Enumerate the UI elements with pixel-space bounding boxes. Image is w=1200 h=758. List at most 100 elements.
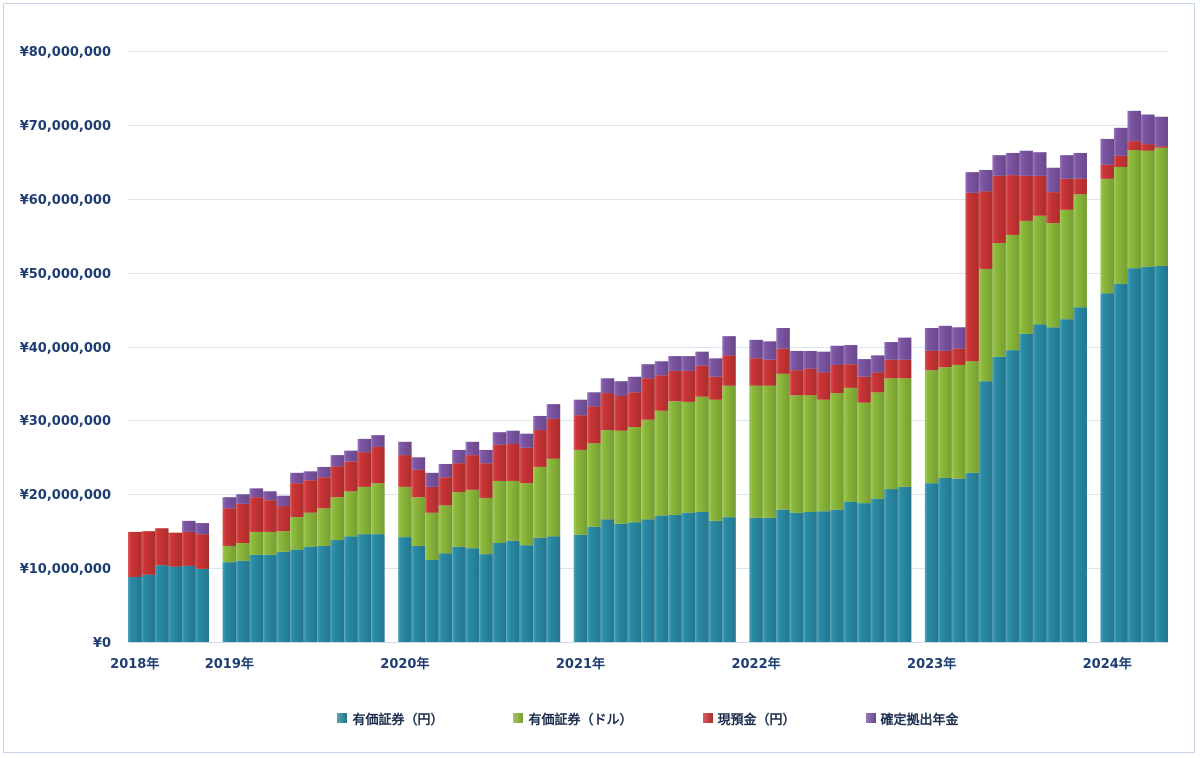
bar-segment-yen-cash	[587, 406, 601, 444]
bar-stack	[155, 528, 169, 642]
bar-segment-yen-cash	[371, 446, 385, 484]
bar-segment-dc-pension	[425, 472, 439, 487]
bar-segment-usd-securities	[1005, 234, 1020, 351]
y-axis: ¥0 ¥10,000,000 ¥20,000,000 ¥30,000,000 ¥40,0…	[20, 45, 111, 651]
bar-segment-yen-securities	[614, 523, 628, 642]
bar-segment-yen-cash	[479, 463, 493, 498]
bar-segment-yen-cash	[195, 534, 210, 569]
bar-segment-dc-pension	[938, 325, 952, 351]
x-tick-label: 2018年	[110, 656, 159, 672]
bar-segment-yen-cash	[128, 531, 142, 577]
y-tick-label: ¥50,000,000	[20, 267, 111, 282]
y-tick-label: ¥80,000,000	[20, 45, 111, 60]
bar-stack	[303, 471, 318, 642]
bar-segment-usd-securities	[830, 393, 844, 510]
bar-segment-usd-securities	[344, 491, 358, 537]
bar-stack	[141, 531, 156, 642]
bar-segment-dc-pension	[641, 364, 655, 379]
bar-segment-dc-pension	[789, 350, 804, 371]
bar-segment-yen-securities	[1100, 293, 1114, 642]
bar-segment-yen-cash	[222, 508, 237, 546]
bar-segment-dc-pension	[1127, 110, 1141, 142]
bar-segment-usd-securities	[1032, 215, 1047, 325]
bar-segment-usd-securities	[506, 480, 520, 541]
bar-segment-dc-pension	[1154, 116, 1168, 147]
bar-segment-dc-pension	[924, 328, 939, 351]
bar-segment-yen-cash	[330, 466, 345, 498]
bar-segment-yen-cash	[830, 364, 844, 394]
bar-segment-yen-securities	[357, 534, 372, 642]
bar-stack	[411, 457, 426, 642]
bar-segment-dc-pension	[1019, 150, 1033, 176]
bar-stack	[492, 432, 507, 642]
bar-segment-dc-pension	[776, 328, 790, 349]
bar-stack	[668, 356, 682, 642]
bar-stack	[425, 472, 439, 642]
bar-segment-dc-pension	[506, 430, 520, 445]
bar-segment-usd-securities	[843, 387, 858, 502]
bar-segment-usd-securities	[654, 410, 669, 516]
bar-segment-yen-cash	[722, 355, 736, 386]
bar-segment-usd-securities	[371, 483, 385, 535]
bar-segment-dc-pension	[627, 376, 642, 393]
bar-segment-yen-cash	[789, 370, 804, 396]
bar-segment-yen-cash	[884, 359, 898, 379]
bar-segment-yen-cash	[1019, 175, 1033, 221]
bar-segment-usd-securities	[803, 395, 817, 512]
legend-item-yen-securities: 有価証券（円）	[337, 709, 443, 728]
bar-segment-dc-pension	[614, 381, 628, 396]
bar-segment-usd-securities	[668, 401, 682, 515]
bar-segment-yen-cash	[749, 358, 763, 386]
bar-segment-yen-securities	[924, 483, 939, 642]
bar-segment-yen-cash	[924, 350, 939, 371]
bar-stack	[884, 342, 898, 642]
bar-segment-yen-cash	[492, 444, 507, 481]
bar-stack	[344, 450, 358, 642]
bar-segment-yen-securities	[263, 554, 277, 642]
bar-stack	[1019, 150, 1033, 642]
bar-segment-dc-pension	[870, 355, 885, 373]
legend-item-yen-cash: 現預金（円）	[702, 709, 796, 728]
bar-stack	[195, 523, 210, 642]
y-tick-label: ¥20,000,000	[20, 488, 111, 503]
bar-segment-usd-securities	[249, 531, 264, 555]
bar-segment-yen-securities	[951, 478, 966, 642]
bar-segment-yen-securities	[168, 566, 183, 642]
bar-stack	[1005, 152, 1020, 642]
bar-stack	[533, 415, 547, 642]
bar-stack	[938, 325, 952, 642]
bar-segment-yen-securities	[938, 478, 952, 642]
x-tick-label: 2021年	[556, 656, 605, 672]
bar-segment-yen-securities	[641, 519, 655, 642]
bar-stack	[1140, 114, 1155, 642]
bar-segment-usd-securities	[722, 385, 736, 518]
bar-segment-dc-pension	[398, 441, 412, 456]
bar-stack	[776, 328, 790, 642]
bar-segment-usd-securities	[573, 449, 588, 535]
bar-segment-dc-pension	[344, 450, 358, 462]
bar-segment-yen-securities	[654, 515, 669, 642]
bar-segment-dc-pension	[357, 438, 372, 453]
bar-stack	[654, 361, 669, 642]
bar-stack	[789, 350, 804, 642]
bar-segment-yen-securities	[627, 522, 642, 642]
bar-segment-yen-securities	[1046, 327, 1060, 642]
bar-segment-usd-securities	[762, 385, 777, 518]
bar-segment-usd-securities	[452, 492, 466, 547]
bar-stack	[236, 494, 250, 642]
bar-segment-yen-securities	[398, 537, 412, 642]
x-tick-label: 2023年	[907, 656, 956, 672]
bar-segment-yen-cash	[465, 455, 480, 490]
bar-segment-yen-cash	[695, 365, 709, 397]
bar-segment-usd-securities	[465, 489, 480, 549]
bar-segment-yen-securities	[776, 509, 790, 642]
bars	[128, 110, 1168, 642]
bar-segment-yen-cash	[654, 375, 669, 411]
bar-stack	[1127, 110, 1141, 642]
bar-segment-yen-securities	[789, 512, 804, 642]
bar-segment-usd-securities	[965, 361, 979, 473]
bar-segment-usd-securities	[519, 483, 534, 546]
bar-stack	[695, 351, 709, 642]
bar-stack	[222, 497, 237, 642]
bar-stack	[1100, 138, 1114, 642]
